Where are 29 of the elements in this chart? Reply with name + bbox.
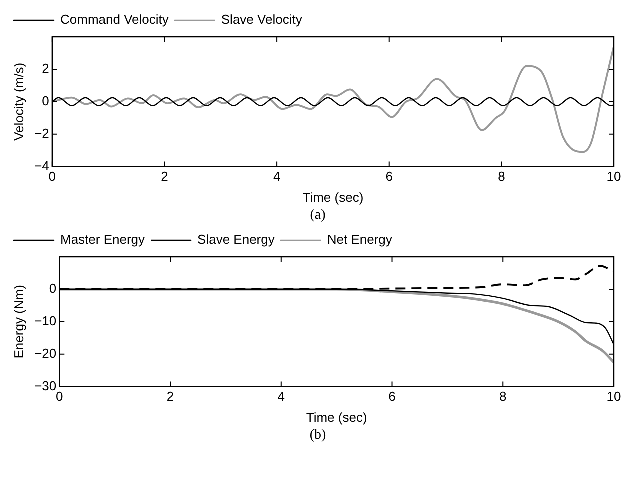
x-tick-label: 6 bbox=[388, 389, 396, 404]
legend-label: Net Energy bbox=[327, 232, 393, 248]
y-axis-title: Energy (Nm) bbox=[11, 285, 26, 359]
x-tick-label: 4 bbox=[273, 169, 281, 184]
legend-label: Master Energy bbox=[60, 232, 146, 248]
y-tick-label: 0 bbox=[42, 93, 50, 108]
legend-label: Slave Velocity bbox=[221, 12, 303, 28]
x-tick-label: 2 bbox=[161, 169, 168, 184]
legend-label: Slave Energy bbox=[198, 232, 276, 248]
text: (a) bbox=[309, 208, 327, 225]
legend-label: Command Velocity bbox=[60, 12, 170, 28]
y-tick-label: −2 bbox=[34, 126, 50, 141]
y-tick-label: −30 bbox=[34, 378, 57, 394]
x-tick-label: 8 bbox=[498, 169, 506, 184]
y-axis-title: Velocity (m/s) bbox=[11, 62, 26, 141]
y-tick-label: 2 bbox=[42, 61, 50, 76]
x-axis-title: Time (sec) bbox=[302, 190, 364, 205]
x-tick-label: 10 bbox=[606, 169, 622, 184]
x-tick-label: 8 bbox=[500, 389, 507, 404]
text: (b) bbox=[308, 428, 328, 445]
y-tick-label: −4 bbox=[34, 158, 50, 174]
y-tick-label: −10 bbox=[34, 313, 57, 328]
x-tick-label: 4 bbox=[278, 389, 286, 404]
x-tick-label: 2 bbox=[166, 389, 174, 404]
x-tick-label: 6 bbox=[386, 169, 393, 184]
x-axis-title: Time (sec) bbox=[306, 410, 368, 425]
x-tick-label: 10 bbox=[606, 389, 622, 404]
y-tick-label: 0 bbox=[49, 281, 57, 296]
y-tick-label: −20 bbox=[34, 346, 57, 361]
